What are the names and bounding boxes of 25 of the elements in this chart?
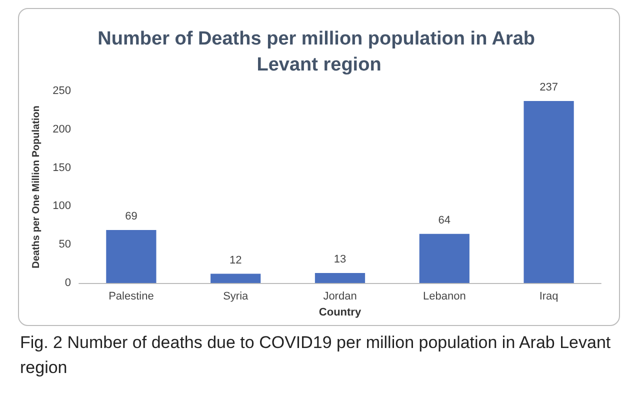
caption: Fig. 2 Number of deaths due to COVID19 per million population in Arab Levant region xyxy=(20,332,612,379)
y-tick-label: 50 xyxy=(58,238,71,251)
data-label: 69 xyxy=(125,210,138,223)
bar xyxy=(419,234,470,283)
y-axis-title: Deaths per One Million Population xyxy=(31,106,42,268)
bar xyxy=(106,230,156,283)
y-tick-label: 150 xyxy=(52,162,71,174)
y-tick-label: 0 xyxy=(64,277,71,289)
y-tick-label: 250 xyxy=(52,85,71,97)
data-label: 12 xyxy=(229,254,242,266)
data-label: 237 xyxy=(540,81,558,94)
y-tick-label: 100 xyxy=(52,200,71,212)
data-label: 64 xyxy=(438,214,451,226)
x-tick-label: Lebanon xyxy=(422,290,466,302)
x-tick-label: Syria xyxy=(223,290,250,302)
x-tick-label: Jordan xyxy=(323,290,357,302)
x-axis-title: Country xyxy=(318,306,362,318)
bar xyxy=(314,273,366,283)
bar xyxy=(524,100,574,283)
y-tick-label: 200 xyxy=(52,123,71,136)
data-label: 13 xyxy=(334,254,346,266)
bar xyxy=(210,274,261,283)
chart-title: Number of Deaths per million population in Arab Levant region xyxy=(98,28,540,76)
x-tick-label: Iraq xyxy=(539,290,558,302)
x-tick-label: Palestine xyxy=(108,290,154,302)
